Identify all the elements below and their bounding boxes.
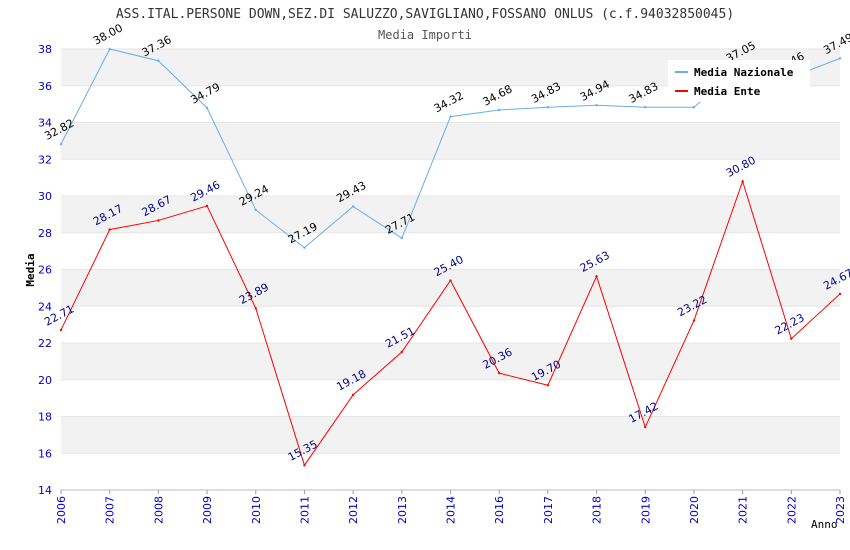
data-point-media-nazionale bbox=[449, 115, 452, 118]
data-point-media-ente bbox=[59, 328, 63, 332]
data-point-media-nazionale bbox=[595, 104, 598, 107]
grid-band bbox=[61, 196, 840, 233]
data-point-media-nazionale bbox=[303, 246, 306, 249]
legend: Media Nazionale Media Ente bbox=[668, 60, 810, 102]
grid-band bbox=[61, 306, 840, 343]
data-point-media-ente bbox=[595, 275, 598, 278]
x-tick-label: 2011 bbox=[298, 496, 311, 524]
grid-band bbox=[61, 453, 840, 490]
x-tick-label: 2010 bbox=[250, 496, 263, 524]
data-point-media-nazionale bbox=[692, 106, 696, 109]
x-tick-label: 2013 bbox=[396, 496, 409, 524]
data-point-media-ente bbox=[449, 279, 452, 282]
data-point-media-nazionale bbox=[497, 108, 501, 112]
grid-bands bbox=[61, 48, 840, 491]
y-tick-label: 34 bbox=[38, 117, 52, 130]
legend-label-media-ente: Media Ente bbox=[694, 85, 761, 98]
y-tick-label: 36 bbox=[38, 80, 52, 93]
y-tick-label: 30 bbox=[38, 190, 52, 203]
x-tick-label: 2014 bbox=[445, 496, 458, 524]
y-tick-label: 24 bbox=[38, 300, 52, 313]
x-tick-label: 2023 bbox=[834, 496, 847, 524]
x-tick-label: 2022 bbox=[785, 496, 798, 524]
y-tick-label: 38 bbox=[38, 43, 52, 56]
y-axis-label: Media bbox=[24, 253, 37, 286]
data-point-media-ente bbox=[108, 228, 111, 231]
data-point-media-ente bbox=[741, 180, 744, 183]
legend-label-media-nazionale: Media Nazionale bbox=[694, 66, 794, 79]
data-point-media-nazionale bbox=[546, 106, 550, 109]
data-point-media-nazionale bbox=[108, 47, 111, 51]
data-point-media-ente bbox=[790, 337, 793, 340]
grid-band bbox=[61, 122, 840, 160]
x-axis: 2006 2007 2008 2009 2010 2011 2012 2013 2014 2016… bbox=[55, 490, 847, 524]
chart-subtitle: Media Importi bbox=[378, 28, 472, 42]
data-point-media-nazionale bbox=[351, 205, 355, 208]
data-point-media-nazionale bbox=[157, 59, 160, 62]
data-point-media-nazionale bbox=[400, 236, 404, 240]
data-point-media-ente bbox=[157, 219, 160, 222]
y-tick-label: 32 bbox=[38, 153, 52, 166]
grid-band bbox=[61, 343, 840, 380]
x-tick-label: 2018 bbox=[591, 496, 604, 524]
x-tick-label: 2021 bbox=[737, 496, 750, 524]
y-tick-label: 28 bbox=[38, 227, 52, 240]
grid-band bbox=[61, 232, 840, 270]
x-tick-label: 2007 bbox=[104, 496, 117, 524]
data-point-media-ente bbox=[546, 384, 550, 387]
data-point-media-nazionale bbox=[644, 106, 647, 109]
data-label-media-nazionale: 38.00 bbox=[91, 21, 125, 47]
data-point-media-ente bbox=[838, 292, 842, 296]
legend-box bbox=[668, 60, 810, 102]
x-tick-label: 2012 bbox=[347, 496, 360, 524]
y-tick-label: 18 bbox=[38, 411, 52, 424]
x-tick-label: 2020 bbox=[688, 496, 701, 524]
grid-band bbox=[61, 379, 840, 417]
grid-band bbox=[61, 416, 840, 454]
chart-title: ASS.ITAL.PERSONE DOWN,SEZ.DI SALUZZO,SAV… bbox=[116, 7, 734, 22]
grid-band bbox=[61, 159, 840, 196]
y-tick-label: 20 bbox=[38, 374, 52, 387]
data-point-media-ente bbox=[351, 393, 355, 397]
x-axis-label: Anno bbox=[811, 518, 838, 531]
data-point-media-ente bbox=[205, 204, 209, 208]
y-tick-label: 22 bbox=[38, 337, 52, 350]
y-tick-label: 16 bbox=[38, 447, 52, 460]
data-point-media-ente bbox=[254, 307, 257, 310]
data-point-media-nazionale bbox=[59, 142, 63, 146]
data-point-media-ente bbox=[692, 319, 696, 322]
y-axis: 14 16 18 20 22 24 26 28 30 32 34 36 38 bbox=[38, 43, 52, 497]
data-point-media-ente bbox=[644, 425, 647, 429]
x-tick-label: 2008 bbox=[152, 496, 165, 524]
grid-band bbox=[61, 269, 840, 307]
y-tick-label: 14 bbox=[38, 484, 52, 497]
x-tick-label: 2017 bbox=[542, 496, 555, 524]
data-point-media-nazionale bbox=[254, 208, 257, 212]
y-tick-label: 26 bbox=[38, 264, 52, 277]
data-point-media-nazionale bbox=[838, 57, 842, 60]
data-point-media-nazionale bbox=[205, 106, 209, 110]
x-tick-label: 2009 bbox=[201, 496, 214, 524]
data-point-media-ente bbox=[497, 371, 501, 375]
x-tick-label: 2006 bbox=[55, 496, 68, 524]
x-tick-label: 2019 bbox=[639, 496, 652, 524]
x-tick-label: 2016 bbox=[493, 496, 506, 524]
data-point-media-ente bbox=[303, 463, 306, 467]
data-point-media-ente bbox=[400, 350, 404, 354]
